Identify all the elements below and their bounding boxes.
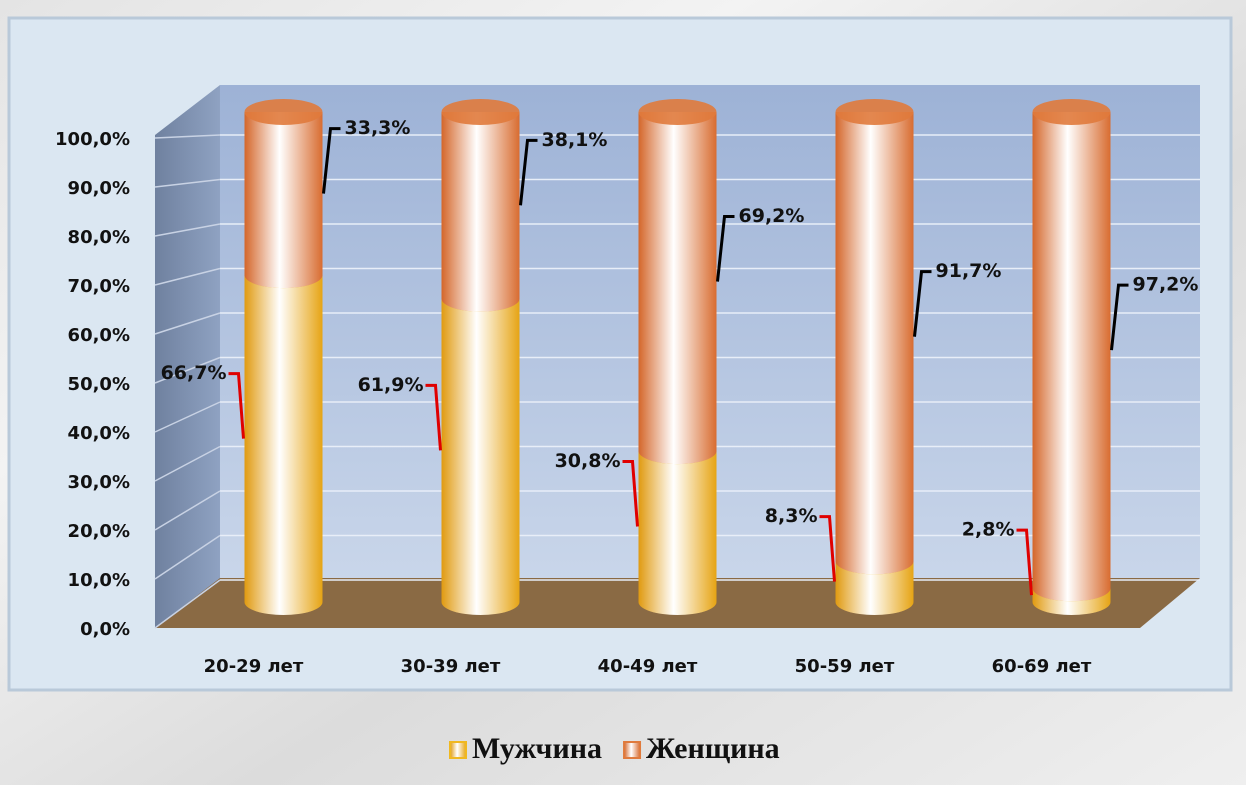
legend-label: Женщина — [646, 732, 780, 765]
y-tick-label: 0,0% — [80, 619, 130, 640]
x-tick-label: 50-59 лет — [795, 656, 895, 677]
x-tick-label: 20-29 лет — [204, 656, 304, 677]
grid-line-side — [154, 134, 221, 139]
leader-line — [425, 383, 442, 451]
cylinder-top — [835, 99, 914, 125]
x-tick-label: 30-39 лет — [401, 656, 501, 677]
leader-line — [913, 270, 932, 337]
data-label: 38,1% — [542, 129, 608, 151]
y-tick-label: 100,0% — [55, 129, 130, 150]
y-tick-label: 50,0% — [68, 374, 130, 395]
y-tick-label: 60,0% — [68, 325, 130, 346]
cylinder-top — [441, 99, 520, 125]
y-tick-label: 80,0% — [68, 227, 130, 248]
bar — [638, 451, 717, 602]
grid-line-side — [154, 312, 221, 335]
grid-line-side — [154, 445, 221, 482]
y-tick-label: 90,0% — [68, 178, 130, 199]
y-tick-label: 70,0% — [68, 276, 130, 297]
leader-line — [716, 215, 735, 282]
data-label: 97,2% — [1133, 274, 1199, 296]
cylinder-top — [638, 99, 717, 125]
legend-label: Мужчина — [472, 732, 602, 765]
legend-swatch — [623, 741, 642, 759]
data-label: 2,8% — [962, 519, 1015, 541]
bar — [441, 298, 520, 602]
grid-line-side — [154, 356, 221, 384]
data-label: 91,7% — [936, 260, 1002, 282]
bar — [1032, 112, 1111, 589]
side-wall — [155, 85, 220, 628]
leader-line — [519, 138, 538, 206]
y-tick-label: 20,0% — [68, 521, 130, 542]
x-tick-label: 60-69 лет — [992, 656, 1092, 677]
bar — [835, 112, 914, 562]
bar — [638, 112, 717, 452]
data-label: 30,8% — [555, 450, 621, 472]
x-tick-label: 40-49 лет — [598, 656, 698, 677]
leader-line — [819, 515, 836, 582]
data-label: 66,7% — [161, 362, 227, 384]
legend-swatch — [449, 741, 467, 759]
grid-line-side — [154, 401, 221, 433]
leader-line — [622, 460, 639, 527]
bar — [244, 275, 323, 602]
leader-line — [1016, 528, 1033, 596]
data-label: 61,9% — [358, 374, 424, 396]
grid-line-side — [154, 534, 221, 580]
grid-line-side — [154, 178, 221, 188]
leader-line — [228, 372, 245, 439]
y-tick-label: 30,0% — [68, 472, 130, 493]
grid-line-side — [154, 267, 221, 286]
data-label: 33,3% — [345, 117, 411, 139]
data-label: 69,2% — [739, 205, 805, 227]
bar — [441, 112, 520, 299]
cylinder-top — [244, 99, 323, 125]
grid-line-side — [154, 579, 221, 629]
y-tick-label: 40,0% — [68, 423, 130, 444]
cylinder-top — [1032, 99, 1111, 125]
bar — [244, 112, 323, 276]
data-label: 8,3% — [765, 505, 818, 527]
grid-line-side — [154, 490, 221, 531]
grid-line-side — [154, 223, 221, 237]
leader-line — [1110, 283, 1129, 351]
leader-line — [322, 127, 341, 194]
y-tick-label: 10,0% — [68, 570, 130, 591]
